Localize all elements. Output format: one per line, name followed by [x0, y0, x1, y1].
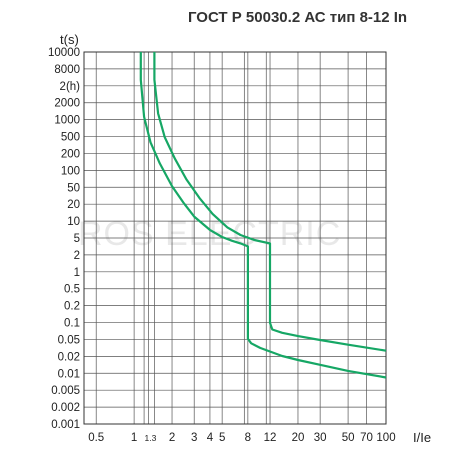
y-tick-label: 0.02	[58, 351, 80, 363]
y-tick-label: 8000	[54, 64, 80, 76]
y-tick-label: 0.01	[58, 368, 80, 380]
x-tick-label: 5	[219, 432, 225, 444]
y-tick-label: 20	[67, 199, 80, 211]
x-tick-label: 2	[169, 432, 175, 444]
y-tick-label: 0.5	[64, 284, 80, 296]
y-tick-label: 10000	[48, 47, 80, 59]
x-tick-label: 0.5	[88, 432, 104, 444]
y-tick-label: 0.05	[58, 334, 80, 346]
curves	[139, 52, 387, 379]
y-tick-label: 2	[74, 250, 80, 262]
y-tick-label: 1000	[54, 115, 80, 127]
plot-frame	[83, 51, 387, 425]
y-tick-label: 100	[61, 165, 80, 177]
y-tick-label: 0.1	[64, 318, 80, 330]
x-tick-label: 3	[191, 432, 197, 444]
y-tick-label: 2000	[54, 98, 80, 110]
x-tick-label: 50	[342, 432, 355, 444]
y-tick-label: 0.2	[64, 301, 80, 313]
y-tick-label: 10	[67, 216, 80, 228]
curve-line-1	[139, 52, 387, 379]
y-tick-label: 0.002	[51, 402, 80, 414]
y-tick-label: 5	[74, 233, 80, 245]
y-tick-label: 2(h)	[60, 81, 81, 93]
y-tick-label: 1	[74, 267, 80, 279]
x-tick-label: 12	[264, 432, 277, 444]
y-tick-label: 50	[67, 182, 80, 194]
y-tick-label: 0.001	[51, 419, 80, 431]
grid	[83, 51, 387, 425]
tick-labels: 1000080002(h)200010005002001005020105210…	[48, 47, 396, 444]
x-tick-label: 1.3	[145, 433, 157, 443]
y-tick-label: 500	[61, 132, 80, 144]
y-tick-label: 0.005	[51, 385, 80, 397]
x-tick-label: 20	[292, 432, 305, 444]
y-tick-label: 200	[61, 148, 80, 160]
y-axis-label: t(s)	[60, 32, 79, 47]
curve-line-2	[153, 52, 387, 352]
x-axis-label: I/Ie	[413, 430, 431, 445]
x-tick-label: 30	[314, 432, 327, 444]
x-tick-label: 100	[376, 432, 395, 444]
x-tick-label: 8	[245, 432, 251, 444]
x-tick-label: 70	[360, 432, 373, 444]
x-tick-label: 4	[207, 432, 214, 444]
chart-title: ГОСТ Р 50030.2 АС тип 8-12 In	[188, 9, 408, 26]
x-tick-label: 1	[131, 432, 137, 444]
